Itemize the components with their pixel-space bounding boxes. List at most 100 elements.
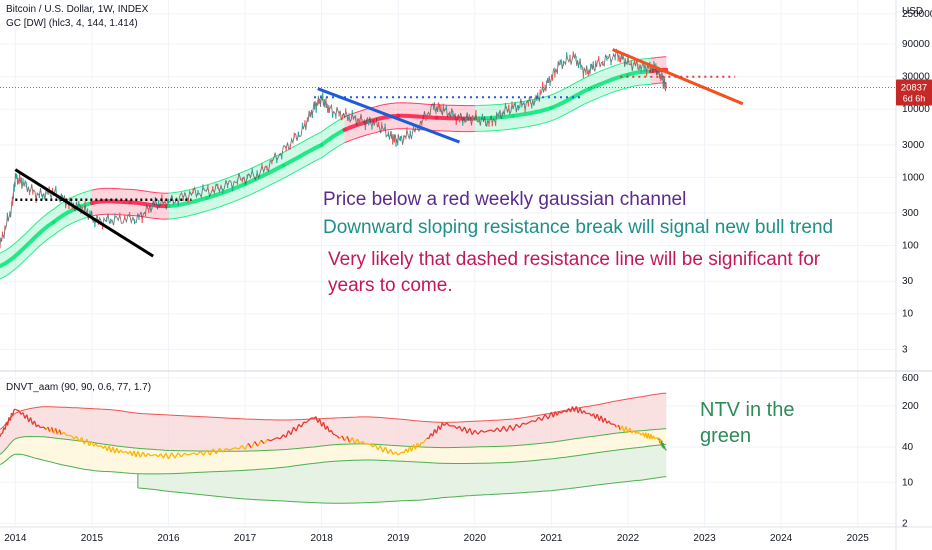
ntv-segment (384, 446, 389, 454)
ntv-segment (349, 437, 353, 443)
ntv-segment (528, 420, 533, 423)
orange-trendline (612, 48, 744, 106)
ntv-segment (285, 430, 290, 438)
ntv-segment (30, 417, 34, 425)
time-axis-tick-label: 2022 (617, 533, 640, 544)
channel-lower-line (551, 101, 590, 122)
sub-axis-tick-label: 200 (902, 401, 919, 412)
ntv-segment (147, 453, 152, 457)
ntv-segment (1, 427, 5, 434)
channel-lower-line (589, 87, 629, 103)
ntv-segment (418, 442, 422, 448)
channel-upper-line (168, 184, 207, 194)
ntv-segment (222, 448, 227, 453)
channel-mid-line (204, 182, 248, 200)
channel-lower-line (91, 213, 131, 217)
ntv-segment (75, 436, 80, 442)
ntv-segment (422, 440, 426, 444)
ntv-segment (91, 441, 95, 447)
ntv-segment (463, 426, 468, 434)
ntv-segment (116, 448, 120, 454)
ntv-segment (260, 439, 265, 445)
ntv-segment (153, 453, 156, 456)
ntv-segment (435, 425, 440, 434)
ntv-segment (22, 412, 26, 419)
ntv-segment (344, 436, 348, 442)
channel-lower-line (283, 157, 322, 179)
ntv-segment (538, 416, 543, 422)
ntv-segment (439, 422, 443, 430)
ntv-segment (518, 422, 524, 428)
channel-upper-line (551, 75, 590, 96)
price-axis-tick-label: 250000 (902, 9, 932, 20)
channel-lower-line (53, 215, 93, 236)
channel-mid-line (128, 200, 171, 209)
ntv-segment (319, 418, 323, 427)
ntv-segment (162, 452, 167, 459)
price-axis-tick-label: 1000 (902, 172, 925, 183)
channel-lower-line (168, 210, 207, 220)
band-upper-line (0, 392, 667, 430)
blue-trendline (317, 87, 461, 144)
ntv-segment (446, 422, 450, 427)
ntv-segment (490, 429, 495, 433)
channel-upper-line (375, 102, 399, 108)
channel-lower-line (436, 130, 475, 133)
ntv-segment (305, 419, 310, 424)
ntv-segment (579, 408, 583, 414)
ntv-segment (203, 449, 208, 456)
ntv-segment (184, 452, 188, 456)
ntv-segment (144, 453, 149, 458)
ntv-segment (254, 441, 259, 447)
indicator-legend-gc[interactable]: GC [DW] (hlc3, 4, 144, 1.414) (6, 18, 138, 29)
indicator-legend-dnvt[interactable]: DNVT_aam (90, 90, 0.6, 77, 1.7) (6, 382, 152, 393)
price-axis-tick-label: 10 (902, 309, 914, 320)
ntv-segment (477, 430, 482, 435)
channel-lower-line (627, 83, 651, 89)
ntv-segment (270, 438, 275, 442)
channel-upper-line (130, 188, 169, 194)
ntv-segment (583, 410, 587, 414)
ntv-segment (525, 421, 530, 425)
ntv-segment (506, 424, 511, 432)
ntv-segment (139, 451, 144, 458)
band-floor-line (137, 476, 667, 504)
channel-mid-line (0, 220, 56, 269)
ntv-segment (257, 439, 262, 447)
ntv-segment (37, 424, 41, 428)
ntv-segment (544, 414, 549, 420)
ntv-segment (81, 437, 85, 445)
ntv-segment (142, 451, 147, 458)
ntv-segment (228, 448, 233, 451)
ntv-segment (496, 427, 501, 433)
ntv-segment (279, 434, 284, 440)
band-mid-line (0, 428, 667, 455)
ntv-segment (150, 454, 154, 457)
ntv-segment (341, 435, 346, 442)
ntv-segment (474, 429, 479, 435)
ntv-segment (621, 425, 625, 432)
channel-mid-line (319, 127, 347, 147)
ntv-segment (663, 445, 666, 450)
time-axis-tick-label: 2020 (464, 533, 487, 544)
ntv-segment (88, 441, 93, 447)
ntv-segment (552, 411, 556, 418)
ntv-segment (458, 425, 463, 432)
price-label-box (896, 79, 932, 106)
ntv-segment (177, 452, 182, 458)
ntv-segment (558, 410, 562, 414)
time-axis-tick-label: 2018 (311, 533, 334, 544)
ntv-segment (541, 414, 546, 421)
ntv-segment (190, 452, 195, 455)
ntv-segment (137, 451, 141, 458)
ntv-segment (575, 406, 579, 413)
ntv-segment (471, 429, 476, 436)
sub-axis-tick-label: 2 (902, 518, 908, 529)
channel-upper-line (474, 102, 514, 107)
ntv-segment (187, 453, 192, 456)
annotation-dashed-resistance-1: Very likely that dashed resistance line … (328, 249, 821, 270)
ntv-segment (70, 435, 75, 440)
ntv-segment (629, 427, 633, 434)
ntv-segment (395, 451, 399, 456)
